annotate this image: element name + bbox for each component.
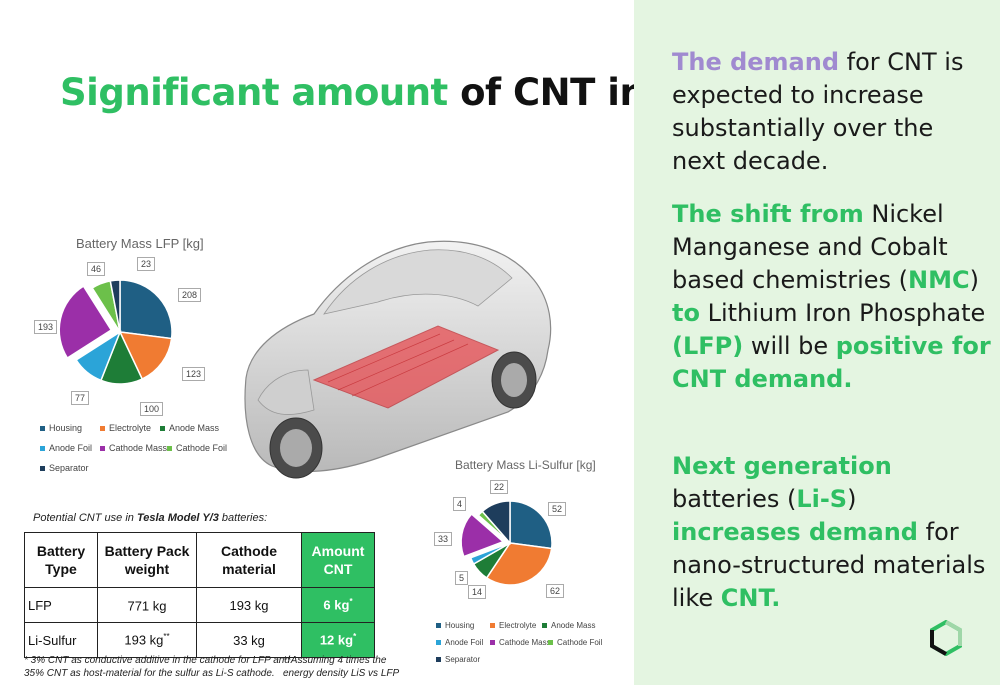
- pie-slice-electrolyte: [485, 542, 553, 586]
- pie-slice-separator: [481, 500, 511, 545]
- tesla-car-illustration: [244, 240, 552, 479]
- lis-pie-chart: [460, 500, 553, 586]
- header-battery-type: Battery Type: [24, 532, 98, 588]
- lis-chart-title: Battery Mass Li-Sulfur [kg]: [455, 458, 596, 472]
- pie-slice-anode-foil: [75, 330, 122, 382]
- title-highlight: Significant amount: [60, 71, 448, 114]
- lfp-legend-housing: Housing: [40, 423, 82, 433]
- lfp-legend-anode-foil: Anode Foil: [40, 443, 92, 453]
- cell-type: LFP: [24, 587, 98, 623]
- lfp-label-separator: 23: [137, 257, 156, 271]
- lfp-legend-separator: Separator: [40, 463, 89, 473]
- footnote-cnt-additive: * 3% CNT as conductive additive in the c…: [24, 655, 290, 679]
- lfp-label-cathode-mass: 193: [34, 320, 58, 334]
- lfp-label-cathode-foil: 46: [87, 262, 106, 276]
- pie-slice-anode-foil: [469, 542, 511, 566]
- lfp-legend-electrolyte: Electrolyte: [100, 423, 151, 433]
- cell-cathode: 33 kg: [196, 622, 302, 658]
- lfp-label-anode-foil: 77: [71, 391, 90, 405]
- pie-slice-electrolyte: [118, 331, 173, 381]
- table-header-row: Battery Type Battery Pack weight Cathode ma…: [24, 532, 375, 588]
- cell-cnt: 6 kg*: [301, 587, 375, 623]
- panel-paragraph-next-gen: Next generation batteries (Li-S) increas…: [672, 452, 986, 612]
- lfp-label-electrolyte: 123: [182, 367, 206, 381]
- table-row: LFP 771 kg 193 kg 6 kg*: [24, 587, 375, 623]
- panel-paragraph-demand: The demand for CNT is expected to increa…: [672, 48, 964, 175]
- lis-legend-electrolyte: Electrolyte: [490, 621, 536, 630]
- lis-legend-cathode-mass: Cathode Mass: [490, 638, 551, 647]
- lis-legend-housing: Housing: [436, 621, 474, 630]
- header-amount-cnt: Amount CNT: [301, 532, 375, 588]
- lfp-legend-cathode-mass: Cathode Mass: [100, 443, 167, 453]
- pie-slice-separator: [109, 279, 121, 333]
- right-info-panel: The demand for CNT is expected to increa…: [634, 0, 1000, 685]
- lis-legend-anode-foil: Anode Foil: [436, 638, 483, 647]
- table-caption: Potential CNT use in Tesla Model Y/3 bat…: [33, 512, 268, 524]
- lfp-label-anode-mass: 100: [140, 402, 164, 416]
- lfp-pie-chart: [58, 279, 173, 385]
- cell-cathode: 193 kg: [196, 587, 302, 623]
- cell-weight: 193 kg**: [97, 622, 197, 658]
- lis-legend-cathode-foil: Cathode Foil: [548, 638, 602, 647]
- lis-label-anode-foil: 5: [455, 571, 469, 585]
- lfp-chart-title: Battery Mass LFP [kg]: [76, 236, 204, 251]
- footnote-energy-density: **Assuming 4 times the energy density LiS…: [283, 655, 400, 679]
- lfp-legend: Housing Electrolyte Anode Mass Anode Foi…: [40, 423, 240, 473]
- lis-label-anode-mass: 14: [468, 585, 487, 599]
- header-cathode-material: Cathode material: [196, 532, 302, 588]
- cell-cnt: 12 kg*: [301, 622, 375, 658]
- lfp-legend-anode-mass: Anode Mass: [160, 423, 219, 433]
- lis-label-cathode-foil: 4: [453, 497, 467, 511]
- lfp-legend-cathode-foil: Cathode Foil: [167, 443, 227, 453]
- cell-weight: 771 kg: [97, 587, 197, 623]
- pie-slice-housing: [509, 500, 553, 550]
- lfp-label-housing: 208: [178, 288, 202, 302]
- cnt-usage-table: Battery Type Battery Pack weight Cathode ma…: [24, 532, 375, 658]
- lis-legend: Housing Electrolyte Anode Mass Anode Foi…: [436, 621, 626, 671]
- lis-legend-anode-mass: Anode Mass: [542, 621, 595, 630]
- lis-label-electrolyte: 62: [546, 584, 565, 598]
- cell-type: Li-Sulfur: [24, 622, 98, 658]
- lis-legend-separator: Separator: [436, 655, 480, 664]
- lis-label-separator: 22: [490, 480, 509, 494]
- hexagon-logo-icon: [930, 620, 962, 656]
- lis-label-housing: 52: [548, 502, 567, 516]
- pie-slice-cathode-mass: [58, 285, 113, 360]
- pie-slice-cathode-mass: [460, 512, 505, 558]
- lis-label-cathode-mass: 33: [434, 532, 453, 546]
- panel-paragraph-shift: The shift from Nickel Manganese and Coba…: [672, 200, 991, 393]
- pie-slice-housing: [119, 279, 173, 340]
- table-row: Li-Sulfur 193 kg** 33 kg 12 kg*: [24, 622, 375, 658]
- header-pack-weight: Battery Pack weight: [97, 532, 197, 588]
